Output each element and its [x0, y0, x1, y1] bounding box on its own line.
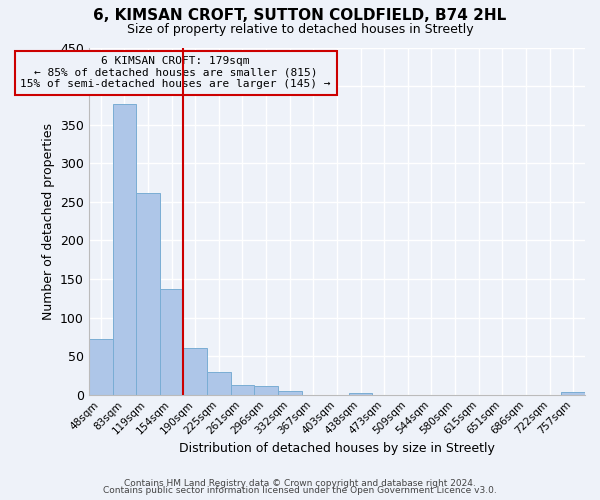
- X-axis label: Distribution of detached houses by size in Streetly: Distribution of detached houses by size …: [179, 442, 495, 455]
- Bar: [278, 391, 302, 394]
- Y-axis label: Number of detached properties: Number of detached properties: [41, 122, 55, 320]
- Bar: [184, 348, 207, 395]
- Text: 6 KIMSAN CROFT: 179sqm
← 85% of detached houses are smaller (815)
15% of semi-de: 6 KIMSAN CROFT: 179sqm ← 85% of detached…: [20, 56, 331, 90]
- Text: Contains HM Land Registry data © Crown copyright and database right 2024.: Contains HM Land Registry data © Crown c…: [124, 478, 476, 488]
- Bar: [254, 386, 278, 394]
- Bar: [160, 289, 184, 395]
- Bar: [136, 194, 160, 394]
- Text: Size of property relative to detached houses in Streetly: Size of property relative to detached ho…: [127, 22, 473, 36]
- Bar: [349, 393, 373, 394]
- Bar: [89, 339, 113, 394]
- Bar: [113, 104, 136, 395]
- Text: Contains public sector information licensed under the Open Government Licence v3: Contains public sector information licen…: [103, 486, 497, 495]
- Bar: [230, 384, 254, 394]
- Text: 6, KIMSAN CROFT, SUTTON COLDFIELD, B74 2HL: 6, KIMSAN CROFT, SUTTON COLDFIELD, B74 2…: [94, 8, 506, 22]
- Bar: [562, 392, 585, 394]
- Bar: [207, 372, 230, 394]
